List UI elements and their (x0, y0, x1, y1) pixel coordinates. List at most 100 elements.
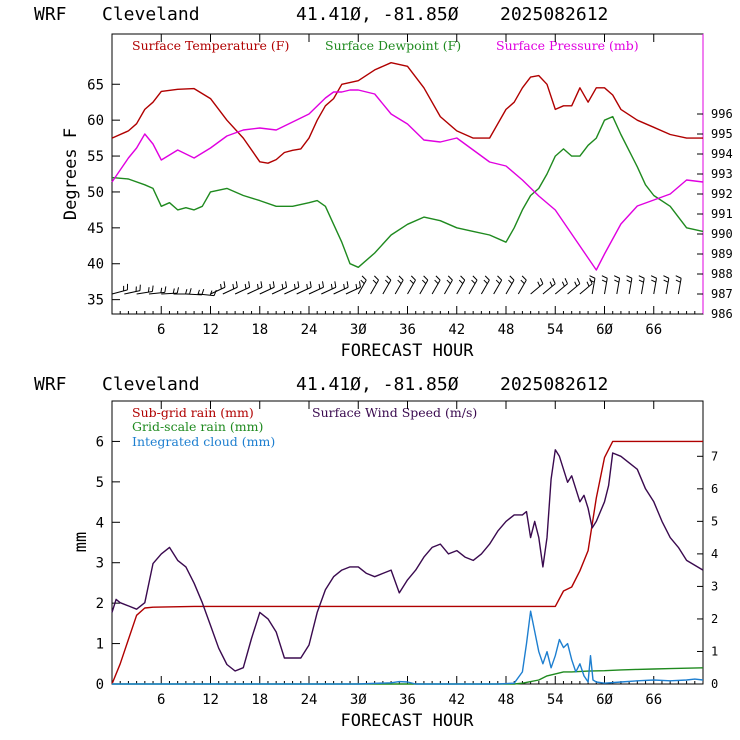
y-tick-label: 45 (87, 221, 104, 237)
wind-barb-shaft (382, 279, 392, 295)
wind-barb-shaft (468, 279, 478, 295)
wind-barb-flag (409, 279, 414, 284)
wind-barb-shaft (628, 278, 633, 295)
y-tick-label: 35 (87, 293, 104, 309)
wind-barb-flag (256, 283, 259, 290)
wind-barb (247, 281, 263, 295)
wind-barb-flag (160, 287, 163, 293)
wind-barb (284, 281, 300, 295)
wind-barb-shaft (517, 279, 527, 295)
wind-barb-flag (458, 279, 464, 284)
wind-barb-flag (372, 279, 377, 284)
wind-barb-shaft (357, 279, 367, 295)
wind-barb-flag (248, 281, 251, 288)
wind-barb-shaft (284, 286, 300, 295)
wind-barb-shaft (345, 286, 361, 295)
wind-barb-flag (539, 278, 544, 284)
wind-barb-flag (306, 283, 309, 290)
temperature-legend: Surface Temperature (F) Surface Dewpoint… (132, 38, 639, 53)
y-tick-label: 5 (96, 475, 104, 491)
wind-barb-flag (626, 275, 633, 279)
wind-barb (530, 278, 544, 295)
wind-barb-shaft (296, 286, 312, 295)
y2-tick-label: 0 (711, 677, 718, 691)
wind-barb-shaft (419, 279, 429, 295)
y2-tick-label: 988 (711, 267, 733, 281)
y-tick-label: 3 (96, 556, 104, 572)
x-axis-label-top: FORECAST HOUR (340, 341, 474, 361)
wind-barb-shaft (444, 279, 453, 295)
wind-barb-flag (358, 281, 361, 288)
location-name: Cleveland (102, 4, 200, 25)
wind-barb (419, 275, 429, 295)
wind-barb-flag (614, 279, 620, 283)
wind-barb-flag (495, 279, 501, 284)
x-tick-label: 48 (498, 692, 515, 708)
legend-pressure: Surface Pressure (mb) (496, 38, 639, 53)
wind-barb-shaft (185, 293, 202, 296)
wind-barb-flag (434, 279, 439, 284)
wind-barb-flag (663, 279, 669, 283)
wind-barb (505, 275, 515, 295)
y2-tick-label: 992 (711, 187, 733, 201)
x-tick-label: 6Ø (596, 322, 613, 338)
y-tick-label: 1 (96, 637, 104, 653)
wind-barb (370, 275, 379, 295)
wind-barb (626, 275, 633, 295)
wind-barb-shaft (579, 283, 593, 295)
wind-barb-shaft (665, 278, 670, 295)
wind-barb-flag (471, 279, 476, 284)
wind-barb-shaft (222, 286, 238, 295)
wind-barb-flag (209, 290, 213, 296)
wind-barb-shaft (321, 286, 337, 295)
wind-barb-flag (601, 275, 608, 279)
wind-barb (480, 275, 490, 295)
wind-barb (234, 281, 251, 295)
wind-barb (554, 278, 568, 295)
wind-barb-shaft (554, 283, 568, 295)
wind-barb-flag (281, 283, 284, 290)
y2-tick-label: 4 (711, 547, 718, 561)
wind-barb-flag (360, 279, 365, 284)
wind-barb-flag (201, 288, 205, 295)
wind-barb (222, 281, 238, 295)
wind-barb-flag (309, 281, 312, 288)
wind-barb-flag (423, 275, 429, 281)
wind-barb-shaft (111, 289, 128, 295)
wind-barb-flag (164, 286, 167, 293)
wind-barb-shaft (247, 286, 263, 295)
wind-barb-shaft (677, 278, 682, 295)
wind-barb-flag (549, 281, 553, 287)
wind-barb-flag (235, 281, 238, 288)
wind-barb-flag (334, 281, 337, 288)
wind-barb-flag (322, 281, 324, 288)
wind-barb-shaft (259, 286, 275, 295)
wind-barb-flag (318, 283, 321, 290)
wind-barb (407, 275, 416, 295)
wind-barb-flag (410, 275, 416, 281)
wind-barb (650, 275, 658, 295)
wind-barb (321, 281, 337, 295)
wind-barb (333, 281, 349, 295)
x-tick-label: 18 (251, 322, 268, 338)
y2-tick-label: 987 (711, 287, 733, 301)
temperature-axes-ticks: 6 12 18 24 3Ø 36 42 48 54 6Ø 66 35 40 45 50 55 60 65 986 98… (87, 34, 733, 338)
wind-barb-shaft (161, 292, 178, 295)
precip-series (111, 440, 704, 685)
wind-barb-flag (589, 275, 596, 279)
wind-barb (161, 287, 180, 295)
wind-barb (271, 281, 288, 295)
wind-barb (394, 275, 404, 295)
series-line-1 (111, 449, 704, 672)
wind-barb (663, 275, 670, 295)
wind-barb-flag (189, 288, 192, 295)
wind-barb-flag (650, 275, 657, 279)
wind-barb (589, 275, 596, 295)
y2-tick-label: 1 (711, 644, 718, 658)
wind-barb-flag (374, 275, 379, 281)
y-tick-label: 0 (96, 677, 104, 693)
location-name-2: Cleveland (102, 374, 200, 395)
wind-barb-shaft (394, 279, 404, 295)
wind-barb-shaft (136, 291, 153, 295)
